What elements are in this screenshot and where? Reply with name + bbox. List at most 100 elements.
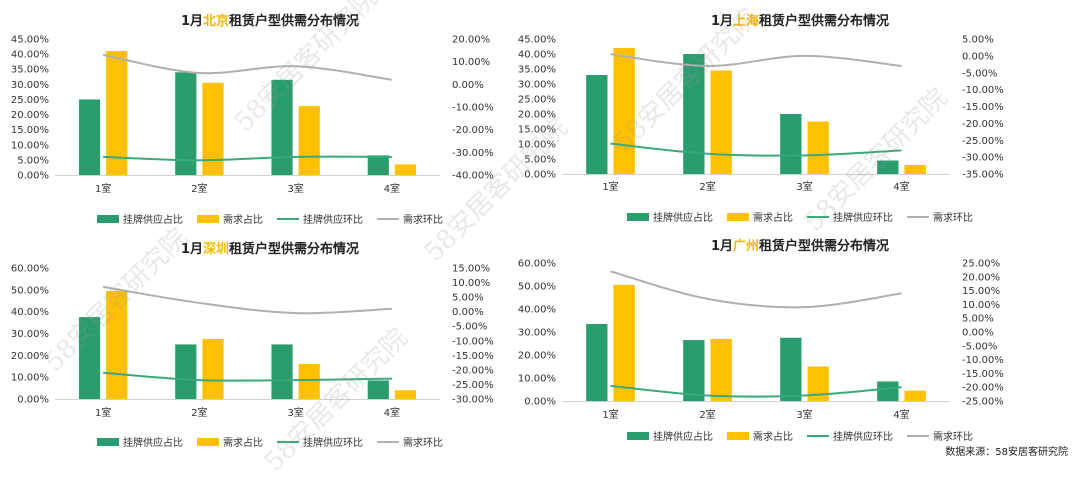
left-axis-tick-label: 25.00% [11,95,49,106]
chart-legend: 挂牌供应占比 需求占比 挂牌供应环比 需求环比 [0,434,540,449]
right-axis-tick-label: -35.00% [962,170,1004,181]
legend-swatch [97,437,119,446]
title-prefix: 1月 [180,14,203,29]
legend-label: 需求环比 [933,432,973,443]
right-axis-tick-label: -30.00% [452,395,494,406]
x-axis-category-label: 2室 [699,180,715,193]
legend-label: 需求占比 [223,215,263,226]
left-axis-tick-label: 30.00% [11,80,49,91]
supply-mom-line [103,371,392,382]
supply-share-bar [78,317,101,399]
right-axis-tick-label: -20.00% [452,125,494,136]
legend-label: 挂牌供应环比 [303,438,363,449]
legend-item-demand-mom: 需求环比 [907,209,973,224]
right-axis-tick-label: 20.00% [962,272,1000,283]
legend-swatch [277,217,299,220]
legend-swatch [807,215,829,218]
left-axis-tick-label: 50.00% [11,285,49,296]
chart-title: 1月北京租赁户型供需分布情况 [0,10,540,29]
right-axis-tick-label: -10.00% [962,85,1004,96]
left-axis-tick-label: 15.00% [11,125,49,136]
x-axis-category-label: 1室 [602,180,618,193]
supply-share-bar [780,114,802,174]
title-city: 广州 [733,239,760,254]
legend-item-demand-share: 需求占比 [197,434,263,449]
legend-item-demand-mom: 需求环比 [377,434,443,449]
right-axis-tick-label: 0.00% [452,307,484,318]
chart-panel-shenzhen: 1月深圳租赁户型供需分布情况 0.00% 10.00% 20.00% 30.00% 40… [0,232,540,463]
supply-share-bar [877,160,899,174]
chart-panel-guangzhou: 1月广州租赁户型供需分布情况 0.00% 10.00% 20.00% 30.00% 40… [518,232,1080,463]
right-axis-tick-label: 25.00% [962,259,1000,270]
left-axis-tick-label: 0.00% [17,171,49,182]
x-axis-category-label: 3室 [287,182,303,195]
right-axis-tick-label: -25.00% [962,397,1004,408]
right-axis-tick-label: -10.00% [962,355,1004,366]
right-axis-tick-label: -5.00% [962,68,997,79]
left-axis-tick-label: 30.00% [518,328,556,339]
supply-share-bar [586,75,608,174]
demand-share-bar [298,364,320,399]
right-axis-tick-label: 15.00% [962,286,1000,297]
chart-title: 1月深圳租赁户型供需分布情况 [0,238,540,257]
data-source-note: 数据来源：58安居客研究院 [945,447,1068,458]
supply-share-bar [877,381,899,401]
left-axis-tick-label: 30.00% [11,329,49,340]
legend-swatch [277,440,299,443]
chart-panel-shanghai: 1月上海租赁户型供需分布情况 0.00% 5.00% 10.00% 15.00% 20.… [518,0,1080,232]
left-axis-tick-label: 60.00% [11,264,49,275]
left-axis-tick-label: 30.00% [518,80,556,91]
chart-plot: 0.00% 10.00% 20.00% 30.00% 40.00% 50.00% 60.00… [11,264,494,420]
left-axis-tick-label: 45.00% [11,35,49,46]
demand-share-bar [904,390,926,401]
demand-share-bar [613,48,635,174]
demand-share-bar [106,290,128,399]
x-axis-category-label: 4室 [893,408,909,421]
legend-label: 挂牌供应环比 [303,215,363,226]
left-axis-tick-label: 20.00% [11,351,49,362]
demand-mom-line [610,270,902,309]
demand-share-bar [710,70,732,174]
right-axis-tick-label: -5.00% [962,341,997,352]
chart-title: 1月广州租赁户型供需分布情况 [520,235,1080,254]
supply-share-bar [367,155,389,175]
legend-swatch [627,212,649,221]
demand-share-bar [394,390,417,399]
legend-item-demand-share: 需求占比 [197,211,263,226]
demand-mom-line [610,53,902,68]
right-axis-tick-label: -30.00% [962,153,1004,164]
legend-item-supply-mom: 挂牌供应环比 [807,428,893,443]
left-axis-tick-label: 15.00% [518,125,556,136]
supply-mom-line [610,384,902,398]
demand-share-bar [394,164,417,175]
x-axis-category-label: 2室 [191,406,207,419]
supply-share-bar [78,99,101,175]
x-axis-category-label: 4室 [384,406,400,419]
x-axis-category-label: 1室 [602,408,618,421]
right-axis-tick-label: -15.00% [962,369,1004,380]
x-axis-category-label: 4室 [384,182,400,195]
demand-share-bar [807,366,829,401]
left-axis-tick-label: 5.00% [17,155,49,166]
right-axis-tick-label: 20.00% [452,35,490,46]
left-axis-tick-label: 45.00% [518,35,556,46]
right-axis-tick-label: 5.00% [962,35,994,46]
left-axis-tick-label: 10.00% [518,374,556,385]
chart-title: 1月上海租赁户型供需分布情况 [520,10,1080,29]
legend-item-supply-mom: 挂牌供应环比 [807,209,893,224]
left-axis-tick-label: 10.00% [11,373,49,384]
right-axis-tick-label: -20.00% [962,119,1004,130]
demand-mom-line [102,53,393,81]
title-city: 上海 [733,14,760,29]
title-suffix: 租赁户型供需分布情况 [229,242,360,257]
legend-swatch [197,214,219,223]
right-axis-tick-label: -40.00% [452,171,494,182]
legend-swatch [907,215,929,218]
right-axis-tick-label: 0.00% [962,51,994,62]
supply-share-bar [780,337,802,401]
legend-swatch [907,434,929,437]
legend-label: 需求环比 [403,215,443,226]
title-city: 北京 [203,14,230,29]
chart-plot: 0.00% 5.00% 10.00% 15.00% 20.00% 25.00% 30.00%… [11,35,494,196]
left-axis-tick-label: 35.00% [11,65,49,76]
